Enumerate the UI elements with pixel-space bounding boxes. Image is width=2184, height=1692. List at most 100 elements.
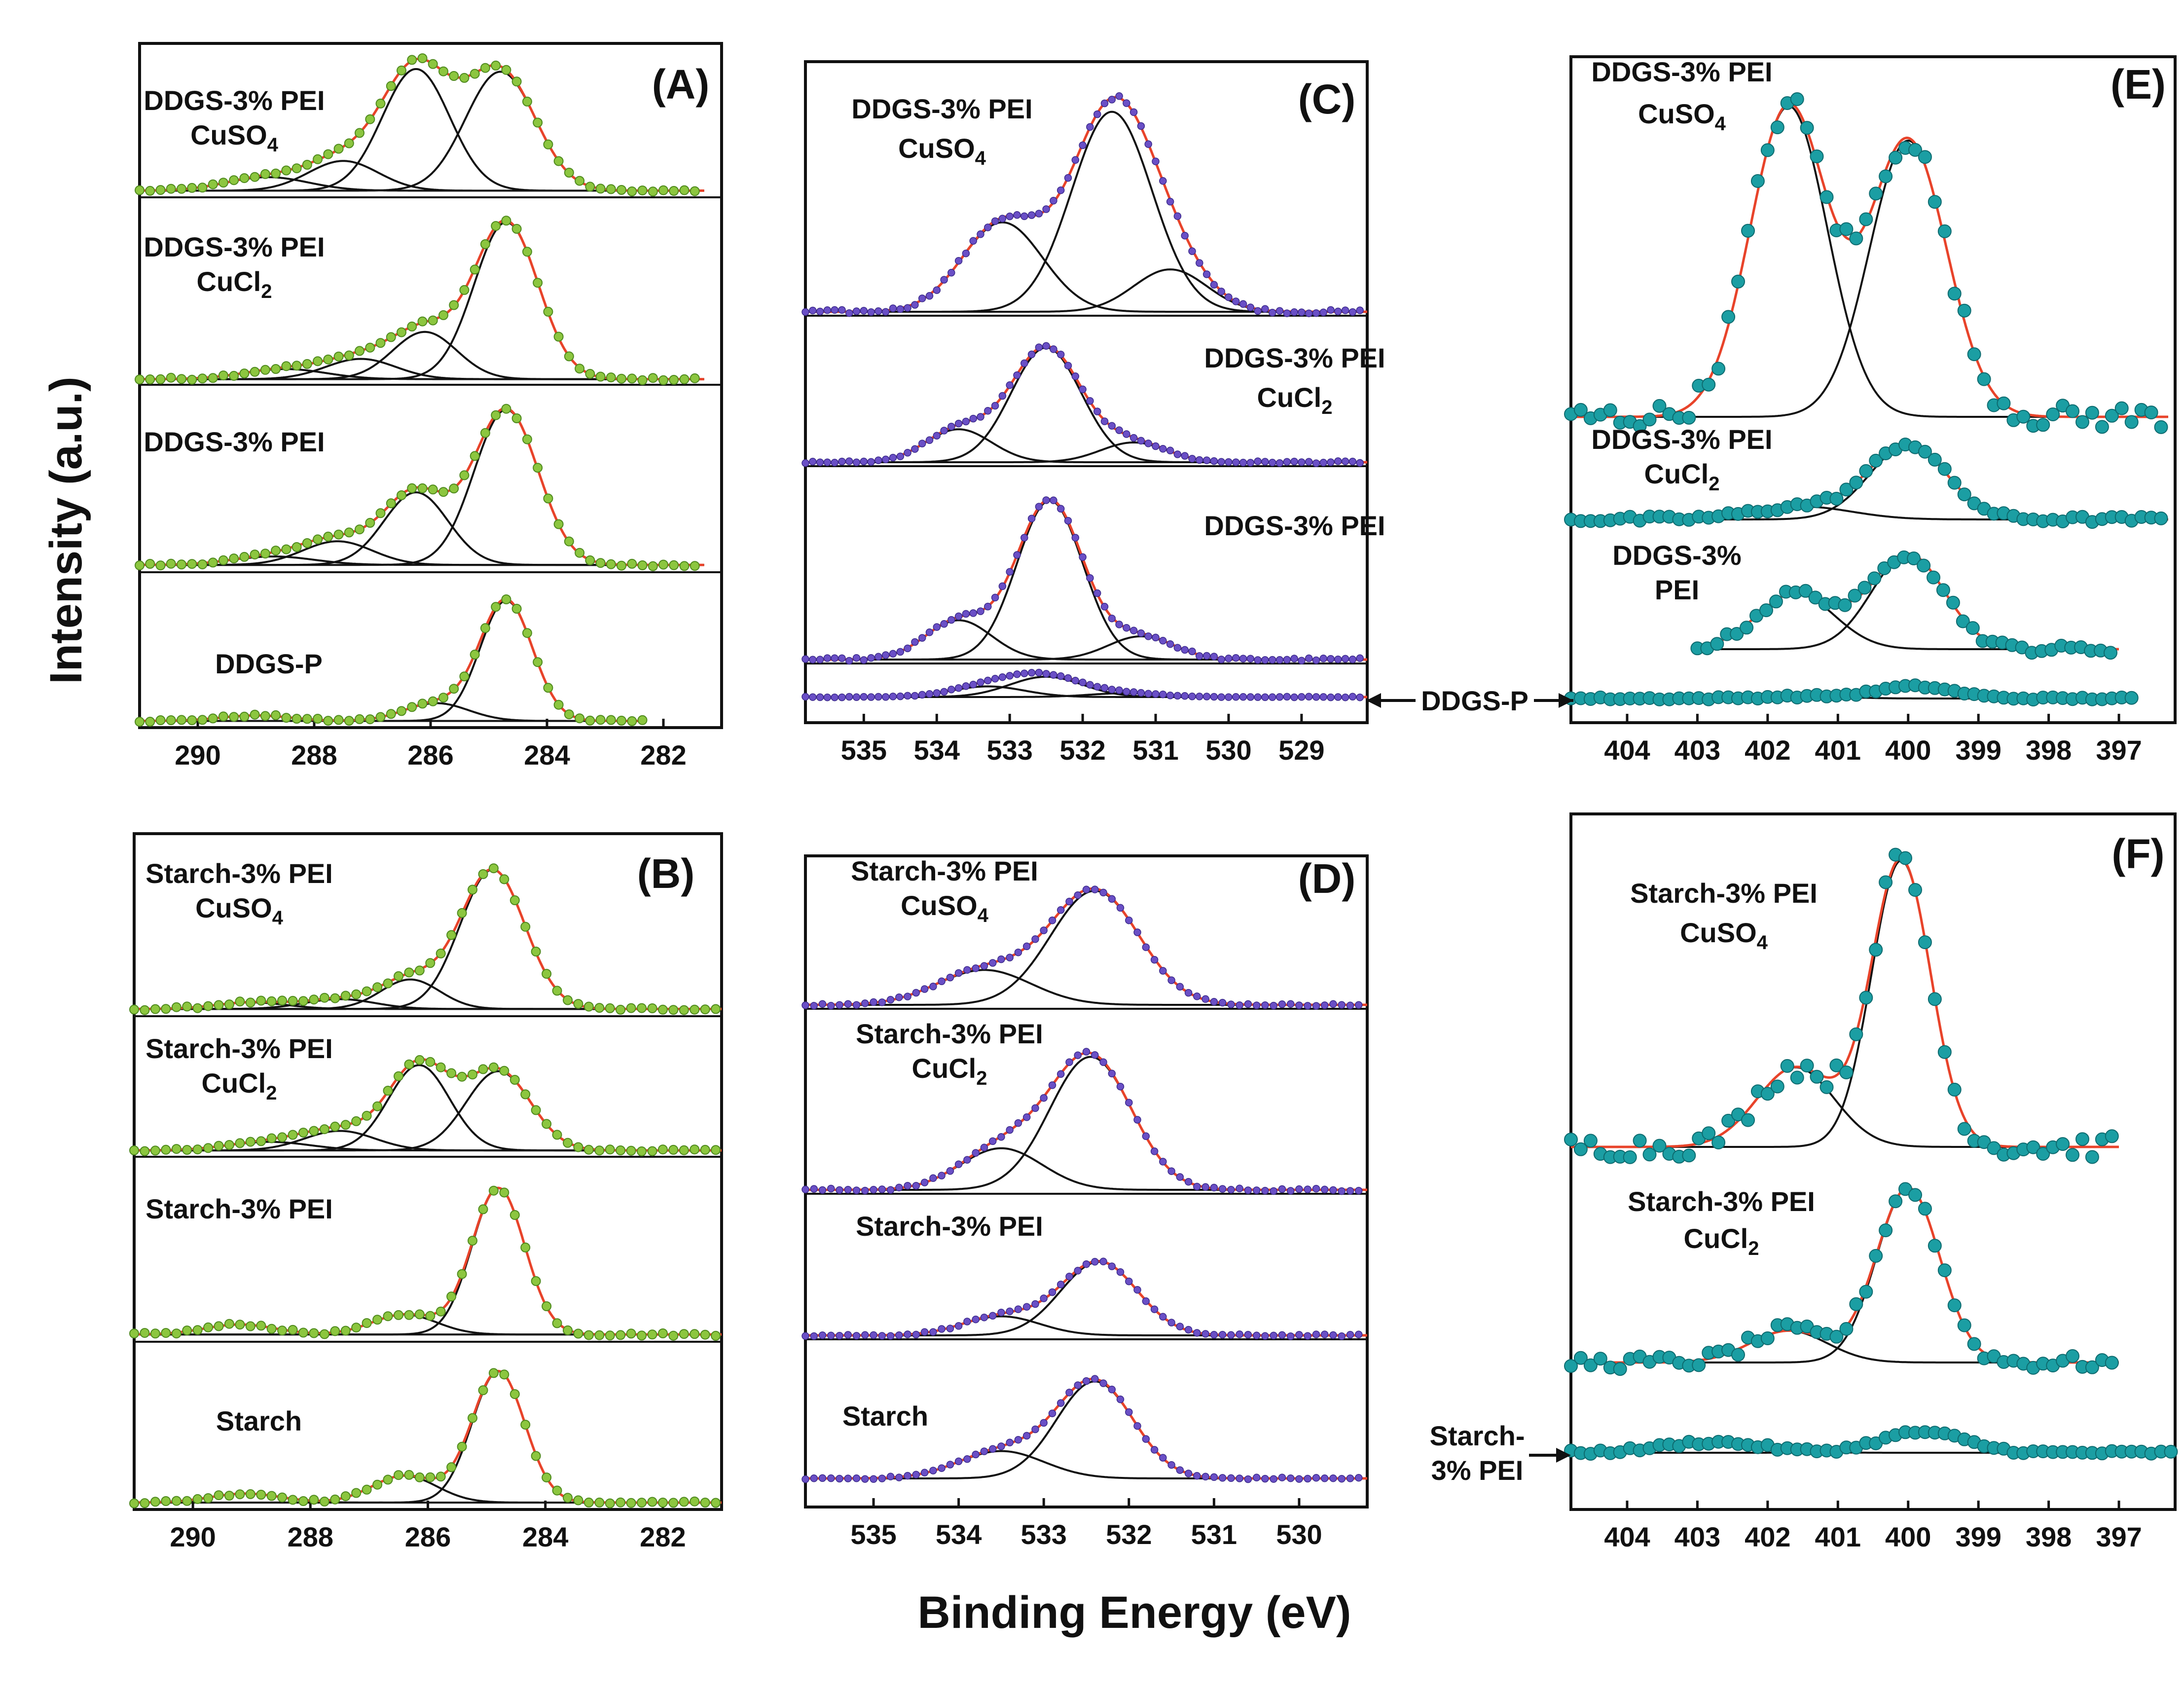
data-point — [480, 623, 490, 633]
series-label-line2-e-2: PEI — [1655, 574, 1699, 605]
data-point — [235, 1489, 245, 1500]
data-point — [1181, 452, 1189, 460]
data-point — [1225, 693, 1233, 701]
x-tick-label-a-3: 284 — [524, 739, 570, 771]
data-point — [1304, 1185, 1311, 1193]
data-point — [1252, 1001, 1261, 1009]
data-point — [208, 713, 218, 724]
data-point — [969, 609, 977, 617]
data-point — [1348, 308, 1357, 316]
data-point — [616, 1145, 626, 1155]
data-point — [1348, 656, 1357, 663]
data-point — [972, 1315, 980, 1324]
data-point — [1210, 1183, 1218, 1192]
data-point — [801, 1475, 809, 1483]
series-label-line2-e-1: CuCl2 — [1644, 458, 1720, 495]
data-point — [1356, 306, 1364, 314]
data-point — [459, 285, 470, 295]
data-point — [333, 529, 344, 540]
data-point — [1329, 1331, 1337, 1339]
data-point — [1099, 888, 1107, 897]
data-point — [1167, 1319, 1175, 1326]
data-point — [895, 993, 903, 1001]
data-point — [1859, 464, 1873, 478]
data-point — [809, 693, 817, 701]
data-point — [911, 445, 919, 453]
data-point — [1064, 674, 1072, 682]
data-point — [543, 493, 553, 504]
data-point — [1633, 419, 1647, 433]
data-point — [933, 286, 941, 294]
data-point — [1100, 417, 1109, 425]
data-point — [852, 458, 861, 467]
data-point — [1048, 1081, 1056, 1089]
panel-letter-a: (A) — [652, 61, 710, 108]
data-point — [135, 374, 145, 385]
data-point — [2066, 1349, 2079, 1363]
data-point — [235, 1320, 245, 1330]
data-point — [998, 215, 1007, 222]
series-e-2: DDGS-3%PEI — [1612, 540, 2119, 660]
panel-frame-d — [804, 854, 1369, 1508]
data-point — [1261, 1332, 1269, 1340]
data-point — [1918, 150, 1932, 164]
data-point — [417, 316, 428, 327]
data-point — [1027, 350, 1036, 359]
data-point — [2105, 1356, 2119, 1370]
x-tick-label-e-1: 403 — [1674, 735, 1720, 766]
data-point — [271, 168, 281, 179]
data-point — [595, 371, 606, 382]
data-point — [459, 470, 470, 480]
data-point — [648, 373, 658, 383]
data-point — [637, 1003, 647, 1013]
data-point — [1857, 581, 1872, 595]
data-point — [1100, 99, 1109, 108]
data-point — [1056, 1399, 1065, 1407]
data-point — [1849, 476, 1863, 490]
data-point — [1108, 1069, 1116, 1078]
series-f-1: Starch-3% PEI CuCl2 — [1564, 1182, 2119, 1376]
data-point — [543, 306, 553, 317]
data-point — [1244, 1186, 1252, 1194]
data-point — [668, 1144, 679, 1155]
data-point — [414, 965, 425, 976]
data-point — [711, 1004, 721, 1014]
data-point — [1064, 174, 1072, 182]
data-point — [896, 305, 905, 313]
data-point — [436, 1306, 446, 1317]
data-point — [417, 483, 428, 493]
data-point — [1275, 307, 1284, 315]
data-point — [1056, 505, 1065, 513]
data-point — [1278, 1000, 1286, 1008]
data-point — [1741, 1113, 1755, 1127]
data-point — [1849, 231, 1863, 246]
starch-pei-side-label-line1: Starch- — [1430, 1420, 1525, 1451]
data-point — [309, 1126, 319, 1136]
data-point — [250, 367, 260, 377]
data-point — [1338, 1332, 1346, 1340]
data-point — [330, 1494, 340, 1505]
data-point — [266, 996, 277, 1006]
data-point — [1125, 916, 1133, 924]
data-point — [161, 1496, 171, 1506]
data-point — [940, 427, 948, 435]
y-axis-title: Intensity (a.u.) — [41, 376, 91, 684]
data-point — [1040, 1419, 1048, 1427]
data-point — [1236, 1330, 1243, 1338]
data-point — [553, 156, 564, 166]
data-point — [1356, 654, 1364, 662]
data-point — [362, 1110, 372, 1121]
data-point — [281, 361, 291, 371]
data-point — [1956, 614, 1970, 628]
data-point — [1129, 434, 1138, 442]
data-point — [1304, 1474, 1311, 1483]
data-point — [438, 310, 448, 320]
data-point — [1218, 998, 1227, 1007]
x-tick-label-c-2: 533 — [986, 735, 1032, 766]
data-point — [617, 715, 626, 726]
data-point — [946, 973, 954, 982]
data-point — [1839, 222, 1854, 236]
data-point — [801, 459, 809, 467]
data-point — [1123, 624, 1130, 632]
